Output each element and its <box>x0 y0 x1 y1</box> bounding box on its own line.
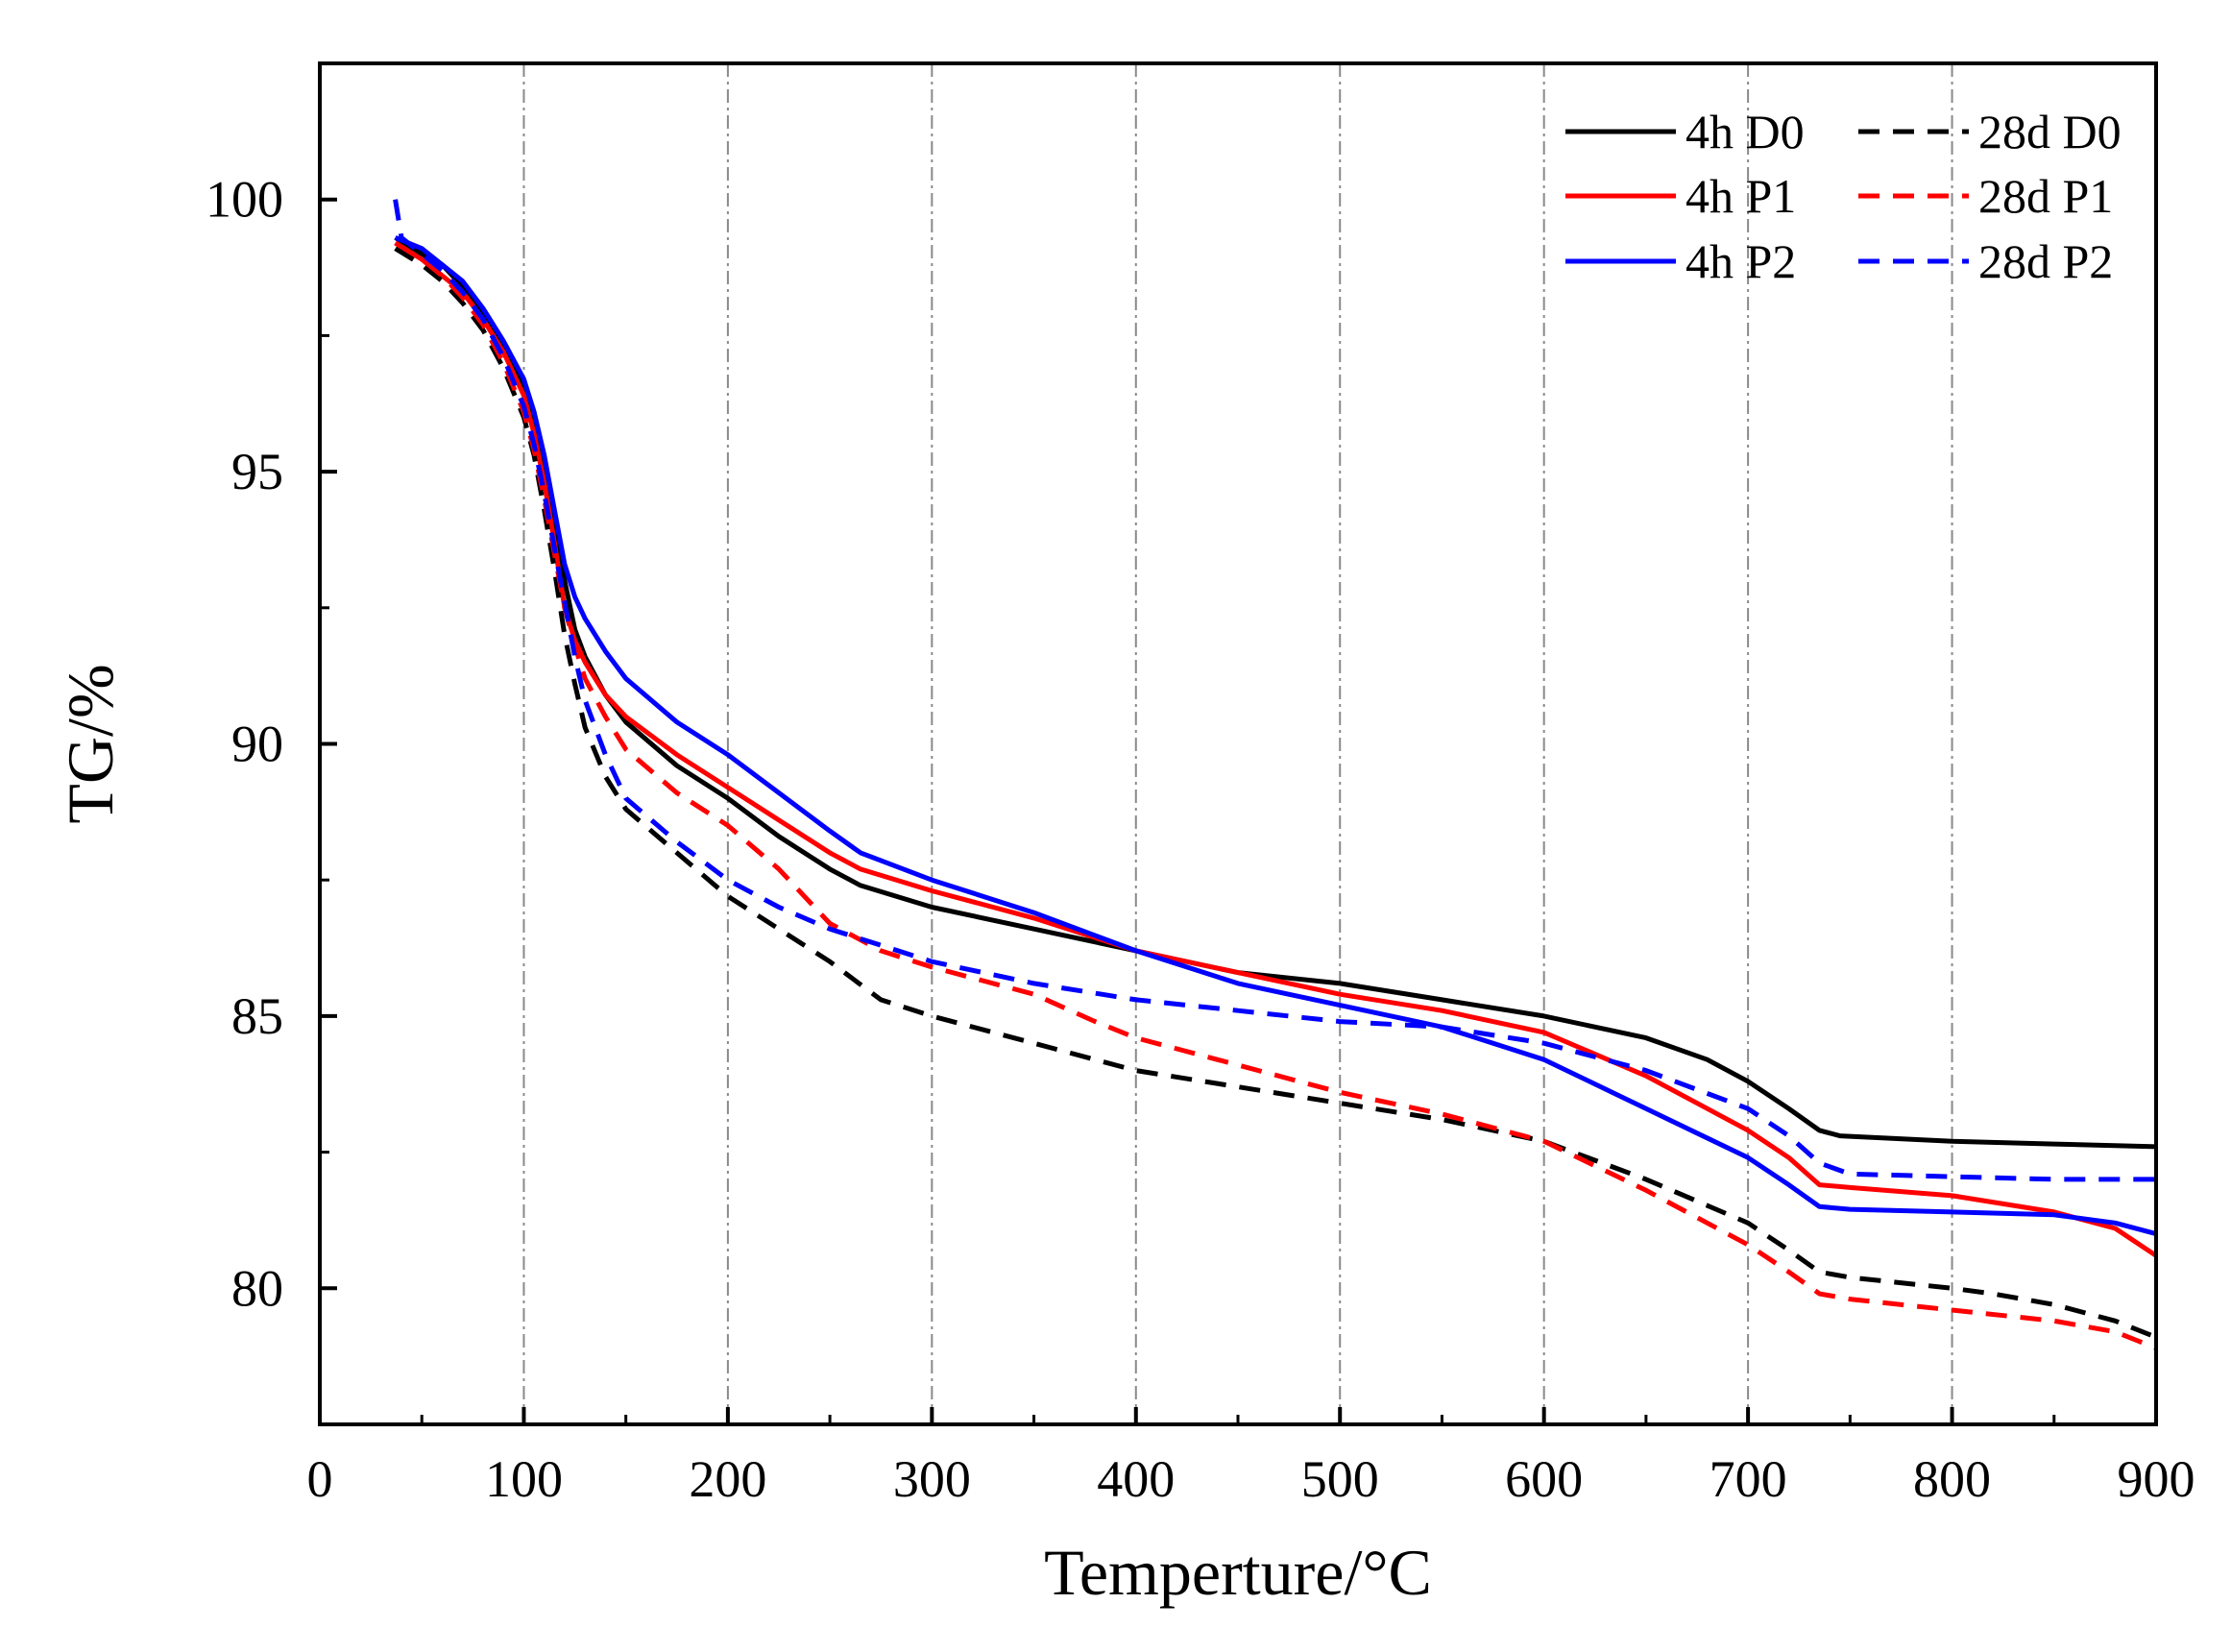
legend-label: 28d P1 <box>1978 169 2113 223</box>
x-axis-ticks: 0 100 200 300 400 500 600 700 800 900 <box>307 1407 2195 1508</box>
x-tick-label: 200 <box>689 1450 766 1508</box>
y-tick-label: 100 <box>206 171 283 229</box>
x-axis-title: Temperture/°C <box>1044 1536 1432 1609</box>
legend-label: 4h D0 <box>1685 105 1805 158</box>
grid-lines <box>522 63 1953 1424</box>
x-tick-label: 0 <box>307 1450 333 1508</box>
legend: 4h D0 4h P1 4h P2 28d D0 28d P1 28d P2 <box>1565 105 2122 288</box>
series-lines <box>393 199 2158 1350</box>
x-tick-label: 600 <box>1505 1450 1583 1508</box>
x-tick-label: 700 <box>1710 1450 1787 1508</box>
y-tick-label: 90 <box>231 716 283 773</box>
legend-label: 28d P2 <box>1978 234 2113 288</box>
y-axis-ticks: 80 85 90 95 100 <box>206 61 337 1426</box>
x-tick-label: 800 <box>1913 1450 1991 1508</box>
y-axis-title: TG/% <box>54 664 127 823</box>
legend-label: 4h P2 <box>1685 234 1796 288</box>
x-tick-label: 500 <box>1301 1450 1379 1508</box>
series-line-28d-p1 <box>394 240 2157 1350</box>
x-tick-label: 900 <box>2118 1450 2195 1508</box>
x-tick-label: 300 <box>893 1450 971 1508</box>
legend-label: 28d D0 <box>1978 105 2122 158</box>
y-tick-label: 95 <box>231 443 283 500</box>
y-tick-label: 85 <box>231 987 283 1045</box>
x-tick-label: 100 <box>485 1450 563 1508</box>
series-line-4h-d0 <box>394 235 2157 1150</box>
series-line-28d-p2 <box>393 199 2156 1182</box>
x-tick-label: 400 <box>1097 1450 1175 1508</box>
series-line-4h-p1 <box>394 240 2158 1258</box>
plot-area-frame <box>318 61 2158 1426</box>
series-line-4h-p2 <box>394 235 2157 1237</box>
legend-label: 4h P1 <box>1685 169 1796 223</box>
y-tick-label: 80 <box>231 1259 283 1317</box>
